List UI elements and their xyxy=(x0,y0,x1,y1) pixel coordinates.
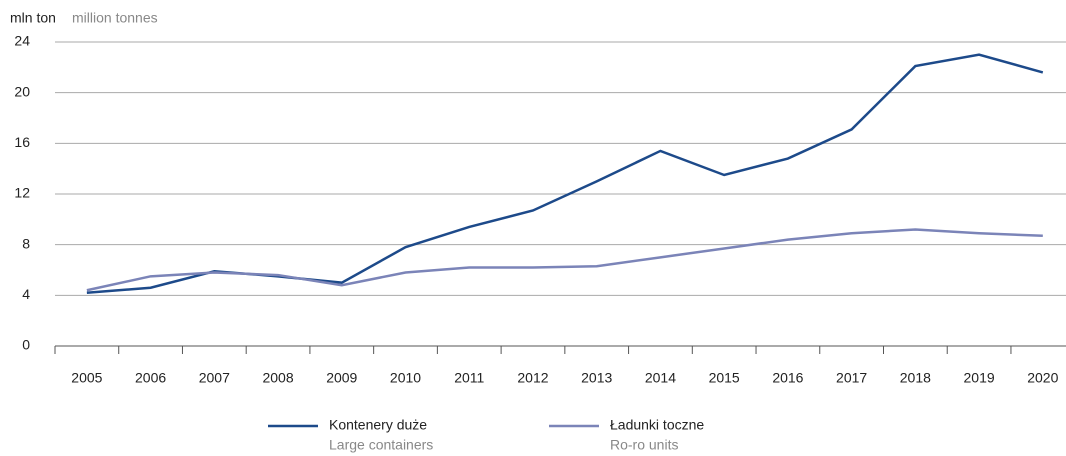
x-tick-label: 2020 xyxy=(1027,370,1058,386)
x-tick-label: 2013 xyxy=(581,370,612,386)
y-tick-label: 8 xyxy=(22,235,30,251)
x-tick-label: 2015 xyxy=(709,370,740,386)
y-tick-label: 16 xyxy=(14,134,30,150)
x-tick-label: 2018 xyxy=(900,370,931,386)
x-tick-label: 2011 xyxy=(454,370,484,386)
x-tick-label: 2019 xyxy=(964,370,995,386)
y-tick-label: 4 xyxy=(22,286,30,302)
series-line xyxy=(86,228,1043,292)
x-tick-label: 2014 xyxy=(645,370,676,386)
x-tick-label: 2008 xyxy=(262,370,293,386)
unit-label: mln ton xyxy=(10,10,56,26)
x-tick-label: 2017 xyxy=(836,370,867,386)
y-tick-label: 12 xyxy=(14,185,30,201)
x-tick-label: 2007 xyxy=(199,370,230,386)
legend-label: Kontenery duże xyxy=(329,417,427,433)
y-tick-label: 0 xyxy=(22,337,30,353)
legend-label-en: Ro-ro units xyxy=(610,437,678,453)
y-tick-label: 24 xyxy=(14,33,30,49)
x-tick-label: 2006 xyxy=(135,370,166,386)
y-tick-label: 20 xyxy=(14,83,30,99)
legend-label: Ładunki toczne xyxy=(610,417,704,433)
x-tick-label: 2012 xyxy=(517,370,548,386)
x-tick-label: 2009 xyxy=(326,370,357,386)
x-tick-label: 2010 xyxy=(390,370,421,386)
series-line xyxy=(86,53,1044,295)
x-tick-label: 2005 xyxy=(71,370,102,386)
legend-label-en: Large containers xyxy=(329,437,433,453)
unit-label-en: million tonnes xyxy=(72,10,158,26)
x-tick-label: 2016 xyxy=(772,370,803,386)
